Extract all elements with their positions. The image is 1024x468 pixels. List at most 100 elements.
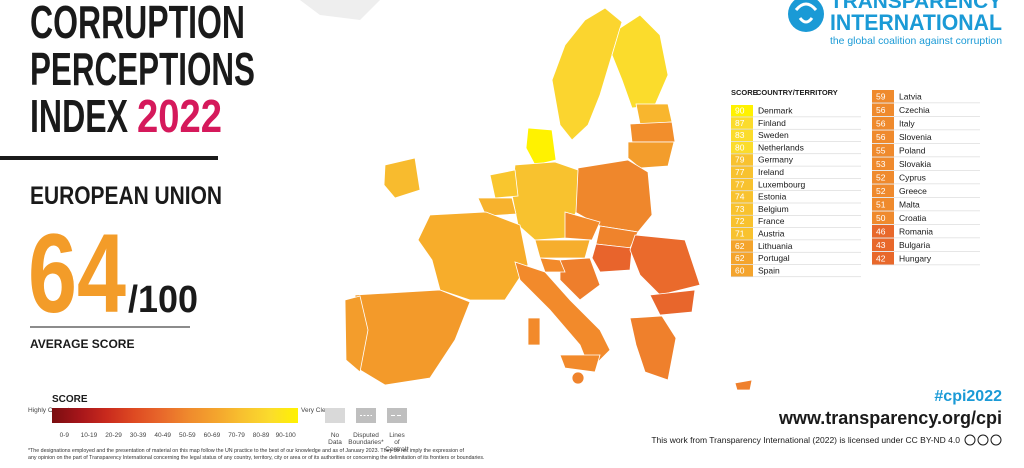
score-cell [872,130,894,143]
score-table: SCORE COUNTRY/TERRITORY 90 Denmark 87 Finla… [731,88,980,278]
logo-tagline: the global coalition against corruption [830,35,1002,47]
legend-bin-label: 60-69 [204,432,221,439]
score-value: 55 [876,146,886,156]
title-line: INDEX [30,90,128,142]
score-cell [731,203,753,215]
score-value: 77 [735,167,745,177]
score-cell [731,252,753,265]
average-label: AVERAGE SCORE [30,337,134,351]
score-cell [731,129,753,142]
score-cell [872,103,894,116]
score-max: /100 [128,279,198,321]
score-value: 77 [735,179,745,189]
score-value: 62 [735,253,745,263]
score-cell [731,240,753,252]
score-value: 71 [735,229,745,239]
legend-bin-label: 40-49 [154,432,171,439]
legend-extra-label: Lines of Control* [385,432,409,453]
score-cell [872,211,894,224]
score-value: 43 [876,240,886,250]
country-name: Spain [758,265,780,275]
legend-high: Very Clean [301,407,333,414]
logo-line: TRANSPARENCY [830,0,1003,13]
legend-bin-label: 70-79 [228,432,245,439]
country-name: Hungary [899,254,932,264]
legend-bin-label: 20-29 [105,432,122,439]
score-value: 56 [876,105,886,115]
country-name: Austria [758,229,785,239]
country-name: Cyprus [899,173,926,183]
score-value: 74 [735,192,745,202]
table-header: SCORE [731,88,758,97]
country-name: Ireland [758,167,784,177]
legend-bin-label: 80-89 [253,432,270,439]
score-cell [731,191,753,203]
score-value: 53 [876,159,886,169]
score-value: 73 [735,204,745,214]
score-value: 50 [876,213,886,223]
score-cell [872,90,894,103]
country-name: Greece [899,186,927,196]
country-name: Bulgaria [899,240,930,250]
title-year: 2022 [137,90,222,142]
score-cell [872,171,894,184]
country-name: France [758,216,785,226]
score-cell [872,238,894,251]
country-name: Lithuania [758,241,793,251]
legend-extra-swatch [356,408,376,423]
score-value: 80 [735,142,745,152]
score-cell [872,184,894,197]
score-cell [731,178,753,191]
logo: TRANSPARENCY INTERNATIONAL the global co… [788,0,1003,47]
score-value: 72 [735,216,745,226]
score-value: 90 [735,106,745,116]
country-name: Latvia [899,92,922,102]
score-cell [872,198,894,211]
score-cell [872,252,894,265]
country-name: Romania [899,227,933,237]
legend-low: Highly Corrupt [28,407,70,414]
legend-extra-label: No Data [328,432,342,446]
score-value: 62 [735,241,745,251]
license: This work from Transparency Internationa… [651,435,960,445]
score-cell [872,225,894,238]
country-name: Sweden [758,130,789,140]
score-cell [872,117,894,130]
title-line: PERCEPTIONS [30,43,255,95]
score-cell [731,228,753,240]
legend: SCORE Highly Corrupt Very Clean 0-9 10-19… [28,394,409,453]
hashtag: #cpi2022 [934,388,1002,405]
cc-icon [964,434,976,446]
score-value: 46 [876,227,886,237]
table-header: COUNTRY/TERRITORY [756,88,838,97]
cc-icon [977,434,989,446]
score-cell [731,105,753,117]
title-rule [0,156,218,160]
score-value: 52 [876,173,886,183]
logo-line: INTERNATIONAL [830,10,1002,35]
disclaimer: *The designations employed and the prese… [28,448,484,461]
score-cell [731,264,753,277]
country-name: Luxembourg [758,179,806,189]
score-value: 56 [876,119,886,129]
score-cell [731,215,753,228]
legend-gradient [52,408,298,423]
legend-bin-label: 0-9 [60,432,70,439]
country-name: Portugal [758,253,790,263]
legend-title: SCORE [52,394,88,405]
country-name: Slovenia [899,132,932,142]
country-name: Croatia [899,213,927,223]
score-cell [731,154,753,166]
legend-bin-label: 90-100 [276,432,297,439]
score-value: 59 [876,92,886,102]
legend-extra-swatch [325,408,345,423]
legend-bin-label: 50-59 [179,432,196,439]
score-value: 51 [876,200,886,210]
score-cell [731,117,753,129]
legend-bin-label: 30-39 [130,432,147,439]
score-value: 60 [735,265,745,275]
country-name: Denmark [758,106,793,116]
legend-extra-label: Disputed Boundaries* [348,432,384,446]
score-value: 87 [735,118,745,128]
